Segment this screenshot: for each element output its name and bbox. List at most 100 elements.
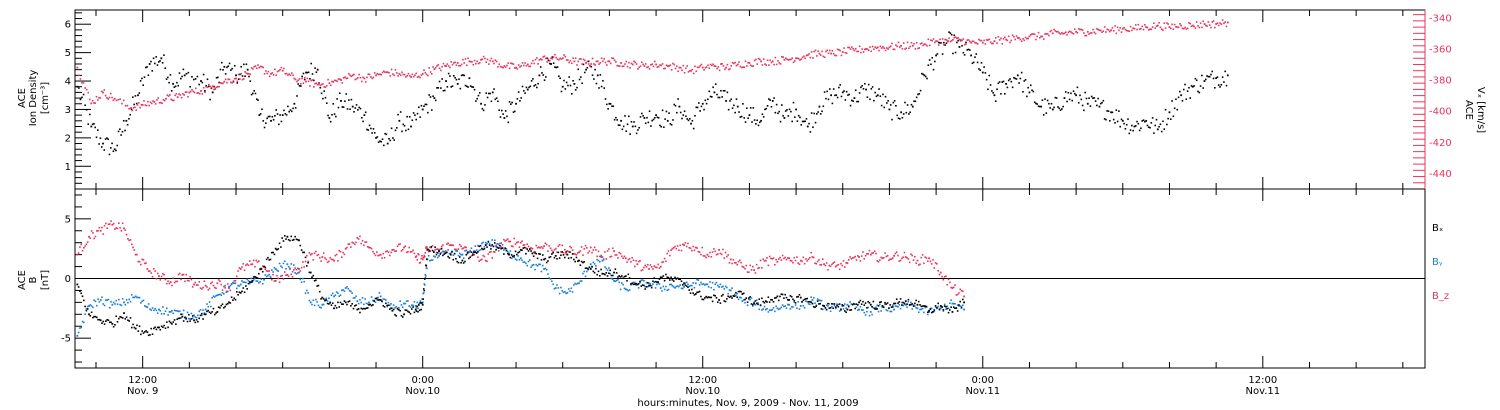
bx-point — [838, 303, 841, 305]
density-point — [217, 76, 219, 79]
vx-point — [634, 61, 637, 64]
by-point — [829, 310, 832, 313]
by-point — [602, 258, 605, 261]
by-point — [330, 294, 333, 296]
by-point — [541, 264, 544, 267]
bz-point — [748, 271, 750, 274]
vx-point — [139, 106, 141, 109]
by-point — [228, 285, 230, 288]
vx-point — [104, 94, 107, 97]
by-point — [141, 300, 143, 303]
bx-point — [421, 302, 423, 304]
by-point — [239, 283, 242, 286]
bx-point — [963, 301, 966, 304]
bx-point — [404, 309, 407, 311]
bz-point — [322, 252, 325, 254]
bz-point — [233, 280, 236, 282]
vx-point — [150, 102, 153, 105]
vx-point — [953, 36, 956, 39]
bz-point — [281, 274, 283, 277]
by-point — [220, 294, 223, 297]
bx-point — [346, 303, 348, 306]
vx-point — [245, 72, 248, 74]
vx-point — [591, 57, 594, 60]
by-point — [267, 274, 269, 277]
bz-point — [790, 260, 793, 262]
vx-point — [524, 62, 526, 64]
density-point — [1070, 92, 1072, 95]
vx-point — [220, 82, 223, 85]
density-point — [1191, 85, 1194, 88]
bz-point — [452, 244, 455, 247]
vx-point — [534, 58, 537, 61]
by-point — [886, 309, 889, 312]
bx-point — [888, 307, 890, 309]
bz-point — [391, 248, 394, 251]
bx-point — [567, 257, 570, 259]
bz-point — [941, 275, 943, 278]
bx-point — [118, 317, 120, 320]
by-point — [827, 305, 829, 307]
density-point — [1119, 125, 1122, 128]
vx-point — [1048, 34, 1050, 37]
bx-point — [115, 315, 118, 318]
by-point — [562, 291, 565, 294]
vx-point — [502, 66, 504, 69]
vx-point — [411, 73, 414, 76]
vx-point — [1155, 25, 1158, 27]
vx-point — [641, 61, 643, 64]
bx-point — [823, 305, 825, 307]
vx-point — [934, 41, 936, 44]
vx-point — [442, 62, 445, 65]
vx-point — [615, 61, 617, 63]
bz-point — [115, 227, 118, 229]
by-point — [544, 267, 547, 270]
vx-point — [237, 73, 240, 76]
bz-point — [289, 268, 291, 271]
vx-point — [1097, 28, 1099, 31]
vx-point — [1081, 29, 1084, 31]
vx-point — [878, 49, 880, 52]
vx-point — [1094, 32, 1097, 35]
vx-point — [621, 65, 624, 68]
bz-point — [453, 248, 456, 251]
by-point — [781, 304, 784, 306]
vx-point — [1106, 28, 1109, 31]
bx-point — [942, 308, 945, 311]
density-point — [836, 96, 839, 99]
density-point — [476, 97, 478, 100]
bx-point — [80, 292, 83, 295]
vx-point — [530, 62, 533, 65]
bz-point — [493, 251, 496, 253]
density-point — [935, 54, 938, 57]
density-point — [1197, 90, 1199, 93]
density-point — [257, 99, 259, 101]
density-point — [498, 109, 501, 111]
by-point — [382, 298, 385, 300]
density-point — [1186, 90, 1189, 92]
vx-point — [462, 58, 464, 61]
density-point — [892, 101, 895, 104]
density-point — [1093, 97, 1096, 99]
by-point — [348, 289, 351, 292]
vx-point — [436, 65, 438, 67]
bz-point — [210, 282, 212, 285]
vx-point — [1169, 27, 1172, 30]
bx-point — [97, 318, 99, 321]
vx-point — [857, 50, 860, 53]
vx-point — [1195, 21, 1198, 23]
bz-point — [636, 263, 639, 266]
by-point — [915, 306, 917, 309]
vx-point — [611, 57, 613, 59]
by-point — [350, 290, 352, 293]
density-point — [1054, 96, 1057, 99]
vx-point — [1124, 28, 1127, 31]
density-point — [142, 84, 144, 86]
by-point — [478, 249, 481, 252]
vx-point — [491, 60, 494, 63]
vx-point — [1125, 29, 1128, 32]
bz-point — [623, 255, 626, 258]
vx-point — [456, 62, 459, 64]
density-point — [1058, 107, 1061, 110]
bz-point — [680, 249, 683, 252]
